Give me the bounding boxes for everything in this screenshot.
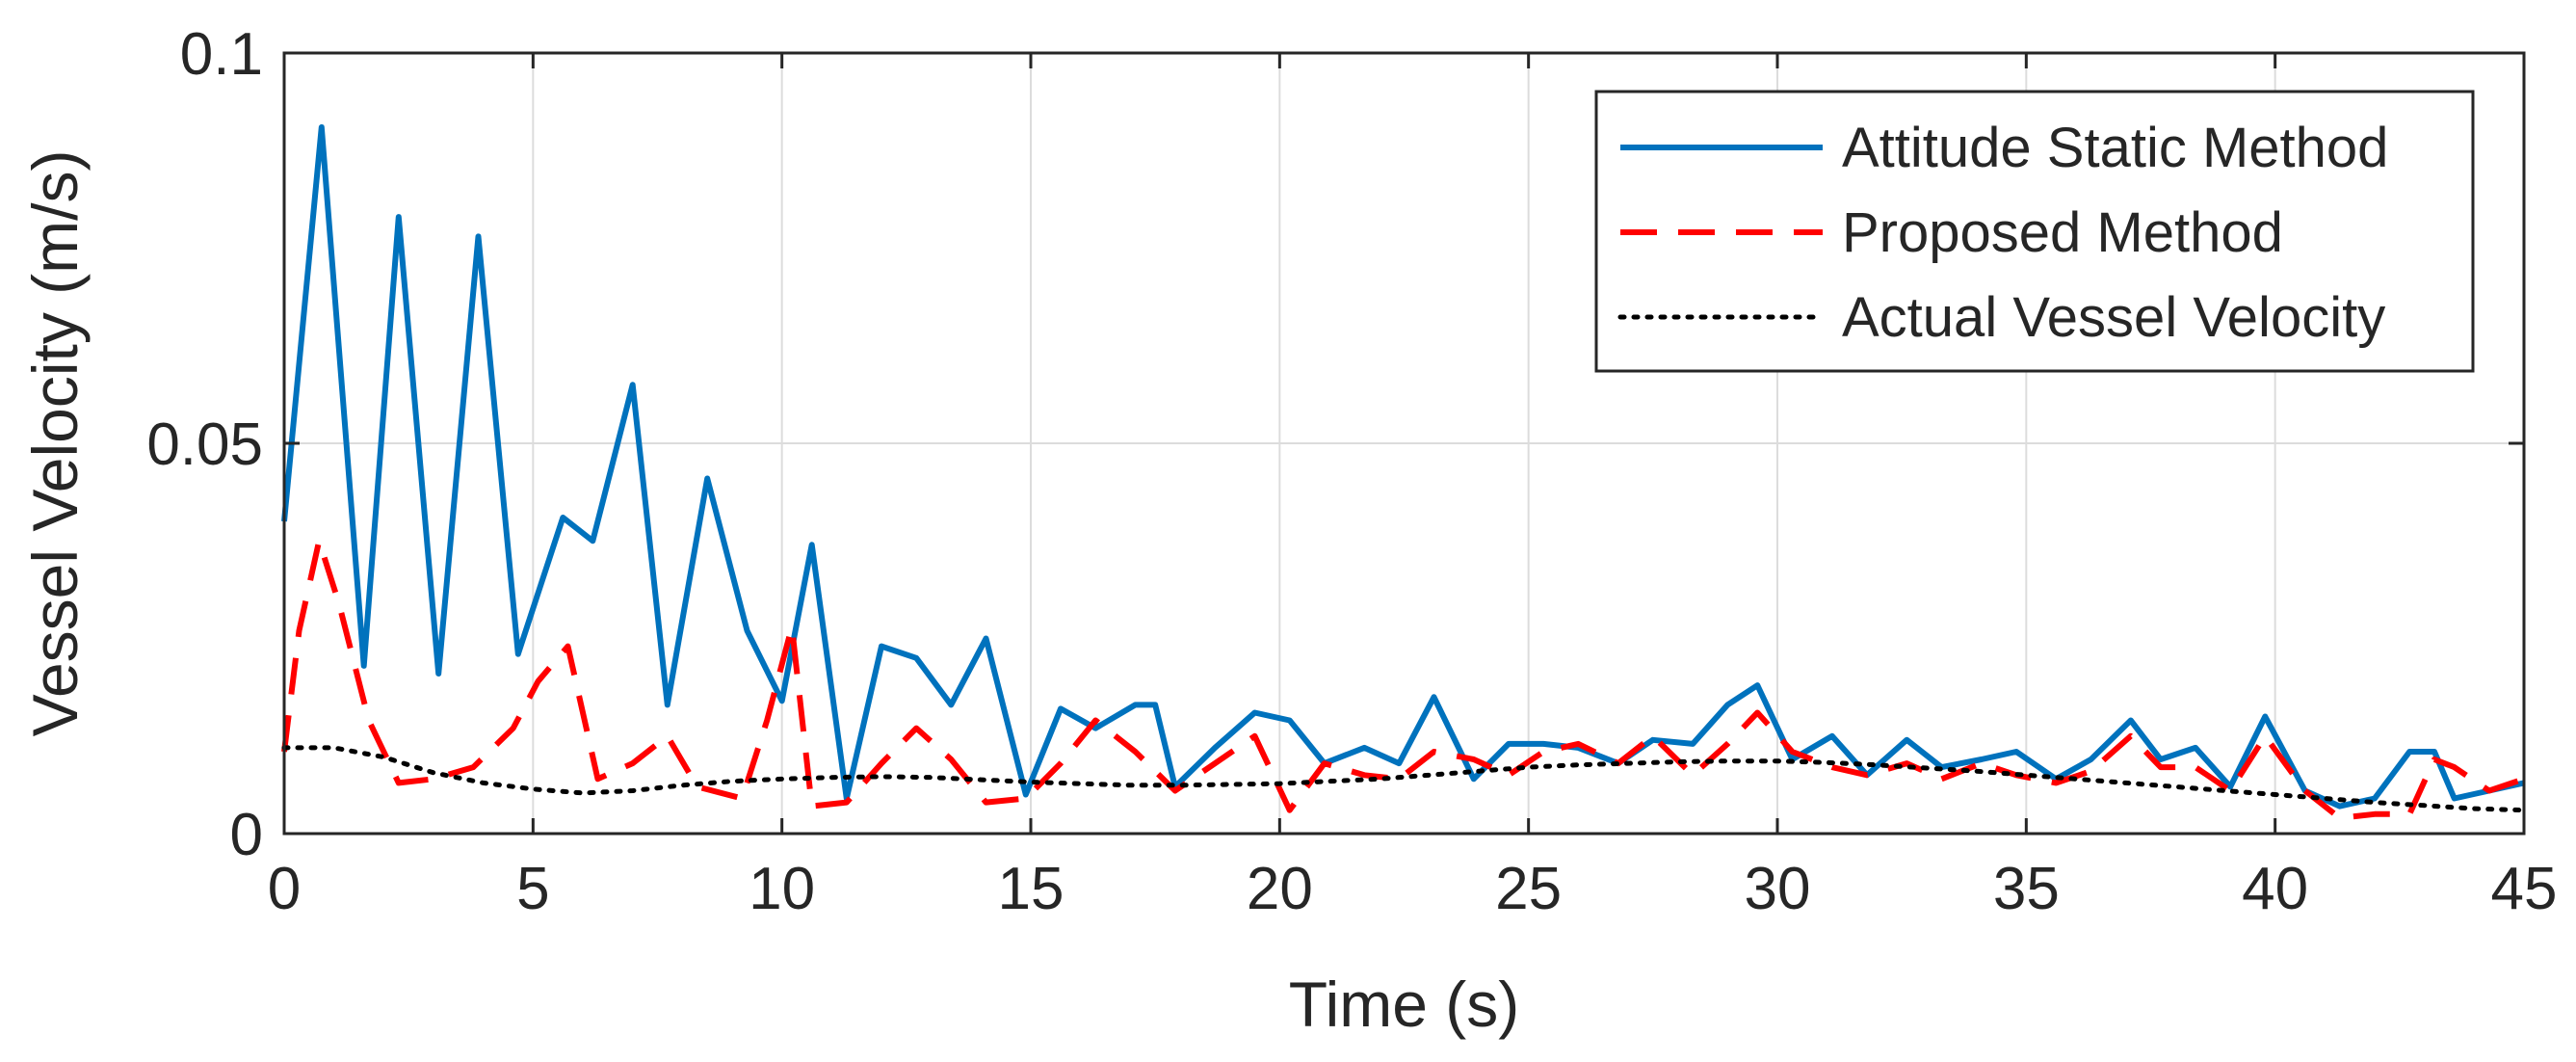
legend-label-3: Actual Vessel Velocity (1842, 286, 2385, 349)
x-tick-label: 15 (998, 856, 1065, 922)
legend-label-1: Attitude Static Method (1842, 117, 2388, 179)
x-tick-label: 20 (1247, 856, 1313, 922)
tick-labels: 0 5 10 15 20 25 30 35 40 45 0 0.05 0.1 (146, 21, 2557, 922)
x-tick-label: 40 (2242, 856, 2308, 922)
x-tick-label: 10 (749, 856, 815, 922)
y-tick-label: 0.1 (180, 21, 263, 88)
x-tick-label: 45 (2491, 856, 2558, 922)
x-tick-label: 25 (1495, 856, 1562, 922)
y-tick-label: 0.05 (146, 412, 263, 478)
legend: Attitude Static Method Proposed Method Act… (1594, 90, 2475, 373)
y-tick-label: 0 (230, 802, 263, 868)
legend-label-2: Proposed Method (1842, 201, 2283, 264)
series-layer (281, 124, 2527, 821)
ticks (282, 51, 2526, 836)
y-axis-label: Vessel Velocity (m/s) (19, 150, 91, 737)
series-line-3 (281, 745, 2527, 813)
x-axis-label: Time (s) (1289, 969, 1520, 1040)
x-tick-label: 30 (1745, 856, 1811, 922)
series-line-2 (281, 538, 2525, 821)
x-tick-label: 35 (1993, 856, 2060, 922)
x-tick-label: 5 (516, 856, 549, 922)
series-line-1 (281, 124, 2525, 810)
x-tick-label: 0 (268, 856, 301, 922)
